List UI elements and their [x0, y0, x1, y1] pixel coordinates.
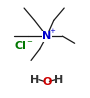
Text: O: O: [42, 77, 51, 87]
Text: H: H: [30, 75, 39, 85]
Text: Cl: Cl: [15, 41, 27, 51]
Text: H: H: [54, 75, 64, 85]
Text: N: N: [42, 31, 51, 41]
Text: +: +: [50, 28, 55, 34]
Text: −: −: [26, 39, 32, 45]
